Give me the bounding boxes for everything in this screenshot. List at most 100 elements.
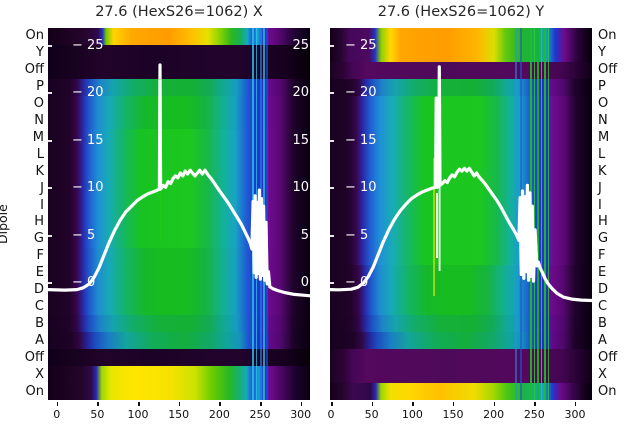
x-tick-mark [56, 402, 59, 406]
x-tick-label: 100 [401, 408, 423, 421]
dipole-row-label-b: B [598, 315, 607, 331]
heatmap-row-i-10 [48, 197, 310, 214]
heatmap-row-f-13 [48, 247, 310, 265]
y-tick-mark [48, 187, 52, 190]
dipole-row-label-b: B [35, 315, 44, 331]
dipole-row-label-o: O [598, 96, 609, 112]
heatmap-row-y-1 [330, 44, 592, 62]
heatmap-row-c-16 [48, 298, 310, 316]
dipole-row-label-l: L [598, 146, 606, 162]
heatmap-row-p-3 [48, 78, 310, 96]
x-tick-mark [331, 402, 333, 406]
dipole-row-label-a: A [35, 332, 44, 348]
x-tick-mark [412, 402, 414, 406]
heatmap-row-off-2 [48, 61, 310, 79]
heatmap-row-on-21 [48, 383, 310, 400]
dipole-row-label-f: F [36, 248, 44, 264]
dipole-row-label-l: L [36, 146, 44, 162]
dipole-row-label-f: F [598, 248, 606, 264]
x-tick-label: 300 [290, 408, 312, 421]
x-tick-label: 0 [53, 408, 61, 421]
y-tick-label-right: 5 [300, 227, 309, 243]
dipole-row-label-j: J [40, 180, 44, 196]
dipole-row-label-o: O [33, 96, 44, 112]
dipole-row-label-off: Off [598, 62, 618, 78]
heatmap-row-l-7 [330, 146, 592, 164]
y-tick-mark [330, 139, 334, 142]
dipole-row-label-m: M [32, 129, 44, 145]
vertical-stripe [540, 28, 542, 400]
dipole-labels-left: On Y Off P O N M L K J I H G F E D C B A Off X On [0, 0, 45, 440]
dipole-row-label-h: H [34, 214, 44, 230]
heatmap-row-on-21 [330, 383, 592, 400]
heatmap-row-m-6 [48, 129, 310, 147]
dipole-row-label-x: X [598, 366, 607, 382]
heatmap-row-y-1 [48, 44, 310, 62]
dipole-row-label-n: N [598, 113, 608, 128]
y-tick-label-right: 0 [300, 275, 309, 290]
heatmap-row-on-0 [48, 28, 310, 45]
dipole-row-label-e: E [35, 265, 44, 281]
x-tick-mark [219, 402, 221, 406]
y-tick-label-right: 10 [292, 180, 309, 196]
heatmap-row-j-9 [48, 180, 310, 198]
dipole-row-label-off: Off [24, 62, 44, 78]
vertical-stripe [544, 28, 546, 400]
dipole-row-label-x: X [35, 366, 44, 382]
heatmap-row-e-14 [48, 264, 310, 282]
dipole-row-label-y: Y [598, 45, 606, 61]
y-tick-label-right: 25 [292, 38, 309, 53]
y-tick-label: − 25 [72, 38, 104, 53]
y-tick-label: − 20 [72, 85, 104, 101]
x-tick-label: 150 [442, 408, 464, 421]
heatmap-panel-x: − 25 25 − 20 20 − 15 15 − 10 10 − 5 5 − 0 0 [47, 28, 312, 400]
y-tick-mark [48, 92, 52, 95]
x-tick-label: 250 [523, 408, 545, 421]
x-tick-label: 50 [364, 408, 379, 421]
y-tick-label-right: 15 [292, 132, 309, 148]
dipole-row-label-c: C [34, 299, 44, 314]
heatmap-row-p-3 [330, 78, 592, 96]
heatmap-row-o-4 [48, 95, 310, 113]
y-tick-mark [330, 92, 334, 95]
dipole-row-label-e: E [598, 265, 607, 281]
x-tick-label: 50 [90, 408, 105, 421]
heatmap-row-a-18 [330, 332, 592, 350]
x-tick-label: 200 [483, 408, 505, 421]
dipole-row-label-y: Y [36, 45, 44, 61]
heatmap-row-off-19 [48, 349, 310, 367]
heatmap-row-a-18 [48, 332, 310, 350]
y-tick-label-right: 20 [292, 85, 309, 101]
x-tick-mark [574, 402, 577, 406]
y-tick-label: − 5 [72, 227, 96, 243]
x-tick-mark [534, 402, 536, 406]
intensity-curve-y [328, 65, 594, 303]
heatmap-row-k-8 [48, 163, 310, 181]
vertical-stripe [515, 28, 517, 400]
x-tick-label: 250 [249, 408, 271, 421]
dipole-row-label-c: C [598, 299, 608, 314]
heatmap-row-m-6 [330, 129, 592, 147]
x-tick-mark [138, 402, 140, 406]
heatmap-row-off-2 [330, 61, 592, 79]
y-tick-label: − 10 [345, 180, 377, 196]
heatmap-row-b-17 [48, 315, 310, 333]
dipole-row-label-n: N [34, 113, 44, 128]
y-tick-label: − 25 [345, 38, 377, 53]
x-tick-mark [260, 402, 262, 406]
vertical-stripe [537, 28, 539, 400]
dipole-row-label-i: I [40, 197, 44, 213]
y-tick-mark [330, 282, 334, 284]
y-tick-mark [330, 45, 334, 47]
y-tick-label: − 10 [72, 180, 104, 196]
x-tick-label: 200 [208, 408, 230, 421]
dipole-row-label-m: M [598, 129, 610, 145]
heatmap-row-o-4 [330, 95, 592, 113]
x-tick-label: 300 [564, 408, 586, 421]
y-tick-label: − 5 [345, 227, 369, 243]
heatmap-row-n-5 [330, 112, 592, 130]
y-tick-label: − 20 [345, 85, 377, 101]
dipole-row-label-h: H [598, 214, 608, 230]
y-tick-mark [330, 234, 334, 237]
heatmap-row-c-16 [330, 298, 592, 316]
